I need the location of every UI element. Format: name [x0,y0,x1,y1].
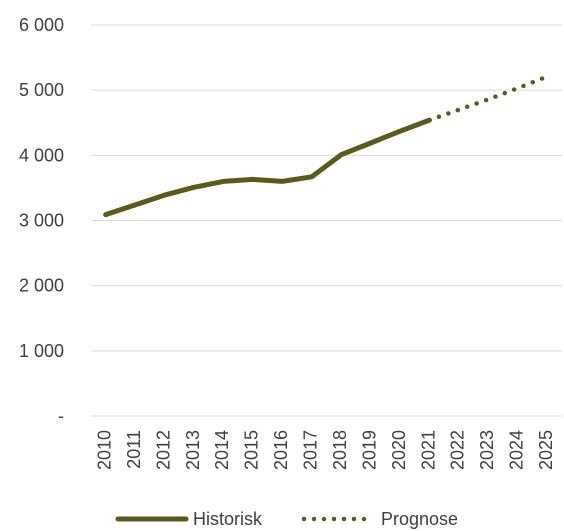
y-tick-label: - [58,406,64,426]
series-lines [103,74,550,218]
y-tick-label: 1 000 [19,341,64,361]
legend-label: Historisk [193,509,263,529]
x-tick-label: 2014 [212,430,232,470]
x-tick-label: 2013 [183,430,203,470]
x-tick-label: 2020 [389,430,409,470]
x-tick-label: 2025 [536,430,556,470]
series-line-historisk [103,117,432,218]
legend-item-historisk: Historisk [115,509,263,529]
y-tick-label: 3 000 [19,211,64,231]
x-tick-label: 2023 [477,430,497,470]
y-tick-label: 2 000 [19,276,64,296]
x-tick-label: 2017 [301,430,321,470]
x-tick-label: 2018 [330,430,350,470]
gridlines [91,24,562,417]
y-tick-label: 5 000 [19,80,64,100]
x-tick-label: 2022 [448,430,468,470]
x-axis-tick-labels: 2010 2011 2012 2013 2014 2015 2016 2017 2018 2019… [94,430,556,470]
x-tick-label: 2012 [153,430,173,470]
legend-item-prognose: Prognose [301,509,458,529]
x-tick-label: 2019 [359,430,379,470]
legend: Historisk Prognose [115,509,458,529]
legend-label: Prognose [381,509,458,529]
x-tick-label: 2016 [271,430,291,470]
x-tick-label: 2024 [507,430,527,470]
x-tick-label: 2010 [94,430,114,470]
y-tick-label: 6 000 [19,15,64,35]
series-line-prognose [427,74,550,123]
x-tick-label: 2021 [418,430,438,470]
x-tick-label: 2015 [242,430,262,470]
y-tick-label: 4 000 [19,145,64,165]
x-tick-label: 2011 [124,430,144,469]
y-axis-tick-labels: - 1 000 2 000 3 000 4 000 5 000 6 000 [19,15,64,426]
